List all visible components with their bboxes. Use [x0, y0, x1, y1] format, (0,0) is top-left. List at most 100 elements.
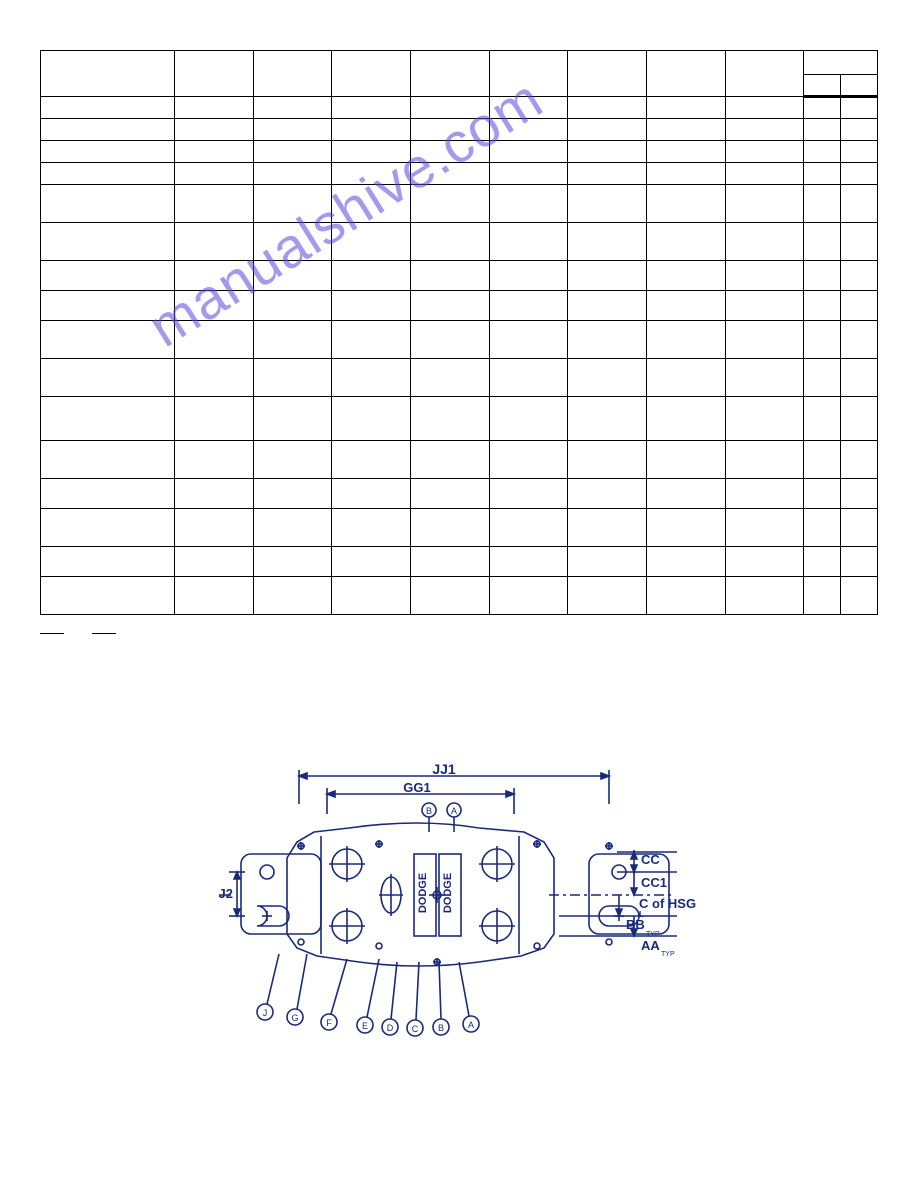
- svg-text:D: D: [387, 1023, 394, 1033]
- dimension-table: [40, 50, 878, 615]
- table-cell: [841, 163, 878, 185]
- table-cell: [253, 185, 332, 223]
- table-cell: [489, 141, 568, 163]
- brand-label-1: DODGE: [417, 873, 429, 913]
- table-cell: [568, 291, 647, 321]
- table-cell: [568, 141, 647, 163]
- label-aa-sub: TYP: [661, 951, 675, 958]
- table-cell: [174, 547, 253, 577]
- table-cell: [253, 577, 332, 615]
- table-cell: [646, 397, 725, 441]
- table-cell: [253, 119, 332, 141]
- table-cell: [332, 547, 411, 577]
- table-cell: [646, 441, 725, 479]
- table-cell: [725, 547, 804, 577]
- table-cell: [332, 397, 411, 441]
- col-subheader: [841, 75, 878, 97]
- table-cell: [41, 223, 175, 261]
- table-cell: [489, 509, 568, 547]
- table-row: [41, 163, 878, 185]
- table-cell: [253, 479, 332, 509]
- table-row: [41, 261, 878, 291]
- table-cell: [804, 97, 841, 119]
- table-cell: [841, 321, 878, 359]
- label-chsg: C of HSG: [639, 896, 696, 911]
- table-cell: [332, 119, 411, 141]
- table-cell: [253, 163, 332, 185]
- table-cell: [568, 97, 647, 119]
- table-cell: [410, 291, 489, 321]
- table-cell: [568, 163, 647, 185]
- table-cell: [332, 185, 411, 223]
- table-row: [41, 397, 878, 441]
- table-row: [41, 509, 878, 547]
- svg-text:E: E: [362, 1021, 368, 1031]
- table-cell: [174, 441, 253, 479]
- table-cell: [725, 291, 804, 321]
- table-cell: [41, 479, 175, 509]
- table-cell: [568, 321, 647, 359]
- table-cell: [174, 397, 253, 441]
- table-cell: [410, 509, 489, 547]
- table-cell: [332, 141, 411, 163]
- table-cell: [410, 577, 489, 615]
- table-cell: [253, 547, 332, 577]
- label-aa: AA: [641, 938, 660, 953]
- callout-b-top: B: [426, 806, 432, 816]
- table-cell: [174, 321, 253, 359]
- bearing-diagram: JJ1 GG1 B A: [219, 764, 699, 1064]
- table-cell: [646, 223, 725, 261]
- table-cell: [725, 509, 804, 547]
- table-cell: [174, 141, 253, 163]
- table-cell: [725, 261, 804, 291]
- table-cell: [41, 291, 175, 321]
- footnote: [40, 633, 878, 634]
- table-cell: [568, 359, 647, 397]
- table-cell: [253, 97, 332, 119]
- table-row: [41, 223, 878, 261]
- table-cell: [410, 479, 489, 509]
- table-cell: [646, 291, 725, 321]
- label-gg1: GG1: [403, 780, 430, 795]
- table-cell: [841, 397, 878, 441]
- table-cell: [725, 479, 804, 509]
- table-cell: [410, 97, 489, 119]
- table-cell: [841, 261, 878, 291]
- table-cell: [804, 509, 841, 547]
- table-cell: [725, 577, 804, 615]
- table-cell: [174, 509, 253, 547]
- table-cell: [489, 291, 568, 321]
- label-bb-sub: TYP: [646, 931, 660, 938]
- col-header: [253, 51, 332, 97]
- table-cell: [410, 185, 489, 223]
- table-cell: [489, 119, 568, 141]
- table-cell: [804, 141, 841, 163]
- table-cell: [174, 223, 253, 261]
- svg-text:F: F: [326, 1018, 332, 1028]
- table-cell: [489, 577, 568, 615]
- table-cell: [410, 547, 489, 577]
- table-cell: [332, 163, 411, 185]
- table-cell: [410, 441, 489, 479]
- table-cell: [804, 291, 841, 321]
- table-cell: [568, 441, 647, 479]
- table-cell: [646, 321, 725, 359]
- table-cell: [489, 321, 568, 359]
- table-cell: [41, 185, 175, 223]
- table-cell: [410, 163, 489, 185]
- table-row: [41, 119, 878, 141]
- table-cell: [41, 261, 175, 291]
- table-cell: [489, 185, 568, 223]
- table-cell: [332, 441, 411, 479]
- table-cell: [174, 163, 253, 185]
- table-cell: [646, 261, 725, 291]
- table-cell: [646, 163, 725, 185]
- table-row: [41, 291, 878, 321]
- svg-text:B: B: [438, 1023, 444, 1033]
- table-cell: [41, 397, 175, 441]
- table-cell: [568, 185, 647, 223]
- table-cell: [725, 397, 804, 441]
- table-cell: [646, 577, 725, 615]
- table-cell: [804, 359, 841, 397]
- col-header: [489, 51, 568, 97]
